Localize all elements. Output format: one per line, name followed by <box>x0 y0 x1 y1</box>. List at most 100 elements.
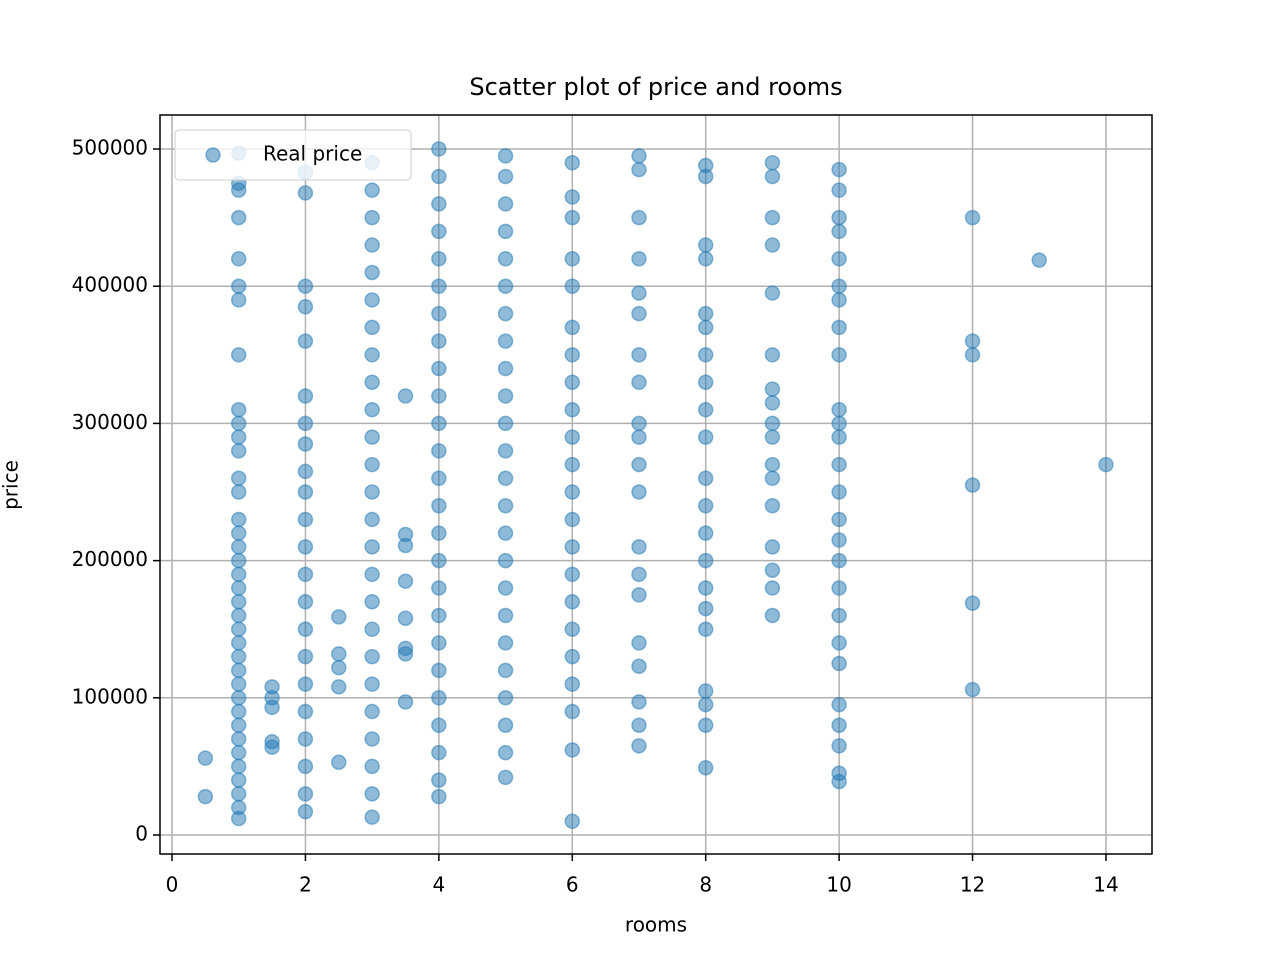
point <box>431 415 447 432</box>
point <box>831 696 847 713</box>
point <box>631 694 647 710</box>
point <box>230 347 247 363</box>
point <box>831 401 847 418</box>
point <box>497 388 514 404</box>
point <box>431 497 447 514</box>
point <box>697 683 714 699</box>
point <box>297 539 314 555</box>
point <box>564 676 581 692</box>
x-tick-label: 12 <box>960 873 985 897</box>
point <box>230 401 247 418</box>
point <box>230 607 247 624</box>
point <box>564 401 581 418</box>
point <box>364 731 380 747</box>
point <box>564 813 581 830</box>
point <box>764 562 781 578</box>
point <box>230 566 247 583</box>
point <box>697 157 714 174</box>
point <box>431 251 447 267</box>
point <box>564 566 581 583</box>
x-tick-label: 4 <box>432 873 445 897</box>
point <box>364 511 380 528</box>
point <box>230 676 247 692</box>
point <box>297 511 314 528</box>
point <box>697 497 714 514</box>
point <box>397 526 414 543</box>
point <box>831 209 847 226</box>
point <box>431 788 447 805</box>
point <box>631 285 647 301</box>
point <box>431 662 447 679</box>
point <box>364 566 380 583</box>
point <box>1031 252 1048 268</box>
point <box>230 511 247 528</box>
point <box>497 305 514 322</box>
point <box>230 703 247 720</box>
point <box>831 278 847 294</box>
point <box>564 278 581 294</box>
x-tick-label: 0 <box>166 873 179 897</box>
point <box>497 607 514 624</box>
point <box>230 758 247 775</box>
point <box>831 347 847 363</box>
point <box>230 799 247 816</box>
point <box>631 566 647 583</box>
point <box>230 429 247 445</box>
point <box>631 305 647 322</box>
point <box>297 648 314 665</box>
point <box>364 374 380 391</box>
point <box>631 738 647 754</box>
point <box>697 237 714 253</box>
point <box>631 161 647 178</box>
point <box>631 374 647 391</box>
point <box>230 731 247 747</box>
point <box>564 154 581 171</box>
point <box>631 539 647 555</box>
point <box>831 182 847 198</box>
point <box>397 640 414 657</box>
point <box>297 758 314 775</box>
point <box>397 610 414 626</box>
point <box>631 587 647 603</box>
point <box>431 305 447 322</box>
point <box>964 347 981 363</box>
point <box>364 237 380 253</box>
point <box>230 772 247 788</box>
point <box>230 717 247 733</box>
y-tick-label: 400000 <box>72 273 148 297</box>
point <box>497 525 514 541</box>
point <box>431 141 447 157</box>
point <box>631 415 647 432</box>
point <box>697 525 714 541</box>
point <box>631 429 647 445</box>
point <box>364 456 380 473</box>
point <box>364 703 380 720</box>
point <box>331 679 347 695</box>
point <box>631 658 647 674</box>
x-axis-label: rooms <box>625 913 687 937</box>
point <box>564 621 581 637</box>
point <box>331 609 347 625</box>
point <box>497 662 514 679</box>
point <box>364 182 380 198</box>
point <box>631 209 647 226</box>
point <box>831 635 847 651</box>
point <box>697 305 714 322</box>
point <box>230 648 247 665</box>
point <box>497 497 514 514</box>
point <box>697 251 714 267</box>
point <box>497 769 514 786</box>
y-tick-label: 500000 <box>72 136 148 160</box>
point <box>197 750 214 766</box>
point <box>764 607 781 624</box>
point <box>831 223 847 240</box>
point <box>364 292 380 308</box>
point <box>764 395 781 411</box>
y-axis-label: price <box>0 460 23 510</box>
point <box>697 374 714 391</box>
point <box>831 319 847 336</box>
point <box>264 733 280 750</box>
point <box>364 648 380 665</box>
point <box>230 278 247 294</box>
point <box>230 292 247 308</box>
